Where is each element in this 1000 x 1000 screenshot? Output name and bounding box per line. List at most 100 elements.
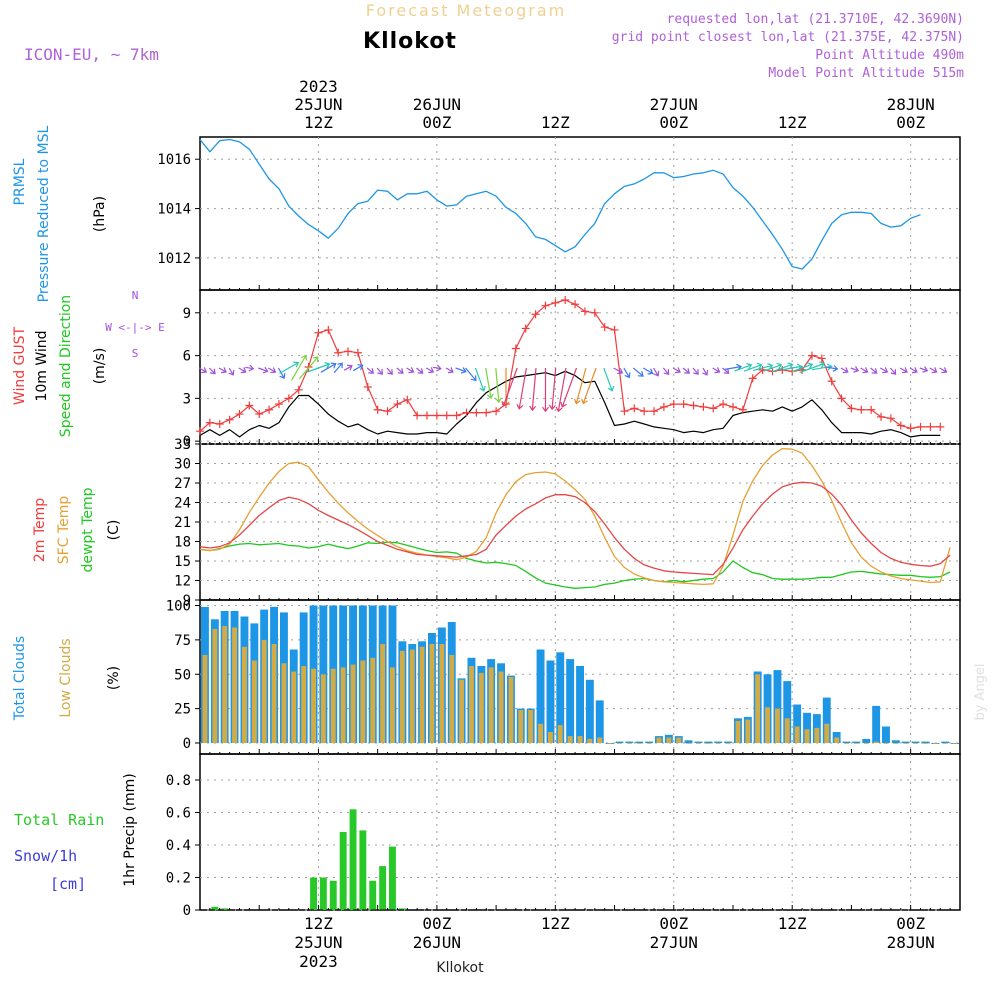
temp-2m-line — [199, 481, 951, 576]
y-tick-label: 0.2 — [166, 871, 191, 887]
low-cloud-bar — [548, 732, 553, 743]
gust-marker — [472, 408, 481, 417]
model-name: ICON-EU, ~ 7km — [24, 45, 159, 64]
y-tick-label: 1012 — [157, 251, 191, 267]
wind-10m-label: 10m Wind — [34, 330, 50, 401]
wind-direction-arrow — [653, 367, 660, 377]
wind-direction-arrow — [268, 367, 277, 374]
hpa-unit-label: (hPa) — [92, 196, 108, 232]
low-cloud-bar — [557, 725, 563, 743]
wind-direction-arrow — [763, 362, 783, 372]
wind-direction-arrow — [258, 366, 269, 374]
low-cloud-bar — [212, 628, 218, 743]
wind-direction-arrow — [485, 367, 494, 400]
wind-direction-arrow — [501, 367, 518, 408]
y-tick-label: 24 — [174, 496, 191, 512]
low-cloud-bar — [913, 743, 918, 744]
time-axis-label: 12Z — [778, 113, 807, 132]
gust-marker — [413, 411, 422, 420]
rain-bar — [329, 880, 337, 911]
time-axis-label: 12Z — [778, 914, 807, 933]
wind-direction-arrow — [494, 367, 502, 404]
low-cloud-bar — [725, 743, 731, 744]
wind-direction-arrow — [672, 367, 681, 374]
low-cloud-bar — [360, 660, 366, 743]
total-cloud-bar — [882, 726, 890, 743]
precip-unit-label: 1hr Precip (mm) — [122, 773, 138, 886]
gust-marker — [847, 404, 856, 413]
pressure-panel: 1012 1014 1016 — [157, 136, 961, 291]
low-cloud-bar — [528, 710, 534, 743]
gust-marker — [896, 421, 905, 430]
gust-marker — [650, 407, 659, 416]
wind-direction-arrow — [238, 367, 247, 374]
time-axis-label: 28JUN — [887, 933, 935, 952]
low-cloud-bar — [311, 668, 316, 744]
y-tick-label: 3 — [183, 391, 191, 407]
gust-marker — [640, 407, 649, 416]
total-cloud-bar — [645, 741, 654, 743]
gust-marker — [541, 301, 550, 310]
gust-marker — [225, 415, 234, 424]
y-tick-label: 75 — [174, 633, 191, 649]
low-cloud-bar — [626, 743, 632, 744]
gust-marker — [758, 365, 767, 374]
time-axis-label: 00Z — [422, 914, 451, 933]
time-axis-label: 12Z — [304, 113, 333, 132]
gust-marker — [492, 407, 501, 416]
wind-direction-arrow — [320, 362, 337, 373]
gust-marker — [442, 411, 451, 420]
wind-direction-arrow — [474, 367, 486, 392]
wind-direction-arrow — [279, 361, 300, 374]
wind-direction-arrow — [712, 367, 721, 374]
rain-bar — [369, 880, 377, 911]
total-cloud-bar — [852, 741, 861, 743]
y-tick-label: 0.8 — [166, 773, 191, 789]
grid-point-coords: grid point closest lon,lat (21.375E, 42.… — [612, 30, 964, 45]
gust-marker — [393, 400, 402, 409]
wind-direction-arrow — [662, 367, 670, 375]
gust-marker — [689, 401, 698, 410]
low-cloud-bar — [508, 677, 514, 743]
low-cloud-bar — [577, 736, 583, 743]
low-cloud-bar — [538, 723, 543, 744]
temp-2m-label: 2m Temp — [32, 498, 48, 562]
rain-bar — [349, 809, 357, 911]
wind-direction-arrow — [899, 367, 908, 374]
low-cloud-bar — [696, 743, 701, 744]
wind-gust-label: Wind GUST — [12, 326, 28, 405]
total-cloud-bar — [576, 666, 584, 743]
gust-marker — [738, 405, 747, 414]
gust-marker — [837, 394, 846, 403]
wind-direction-arrow — [208, 367, 216, 375]
rain-bar — [359, 830, 367, 910]
wind-direction-arrow — [692, 367, 699, 375]
total-rain-label: Total Rain — [14, 811, 104, 829]
point-altitude: Point Altitude 490m — [815, 48, 964, 63]
gust-marker — [926, 422, 935, 431]
wind-direction-arrow — [603, 367, 615, 392]
gust-marker — [906, 424, 915, 433]
rain-bar — [379, 866, 387, 910]
sfc-temp-label: SFC Temp — [56, 496, 72, 565]
wind-direction-arrow — [416, 367, 424, 374]
wind-direction-arrow — [376, 367, 383, 375]
total-cloud-bar — [694, 741, 703, 743]
gust-marker — [432, 411, 441, 420]
low-cloud-bar — [824, 723, 830, 744]
low-cloud-bar — [636, 743, 642, 744]
gust-marker — [423, 411, 432, 420]
total-cloud-bar — [635, 741, 644, 743]
gust-marker — [936, 422, 945, 431]
gust-marker — [274, 400, 283, 409]
gust-marker — [324, 325, 333, 334]
gust-marker — [403, 395, 412, 404]
low-cloud-bar — [419, 646, 425, 744]
sfc-temp-line — [199, 447, 951, 586]
gust-marker — [748, 374, 757, 383]
wind-direction-arrow — [889, 367, 897, 375]
total-cloud-bar — [556, 652, 565, 744]
wind-direction-arrow — [198, 367, 208, 374]
y-tick-label: 6 — [183, 349, 191, 365]
low-cloud-bar — [350, 664, 356, 743]
